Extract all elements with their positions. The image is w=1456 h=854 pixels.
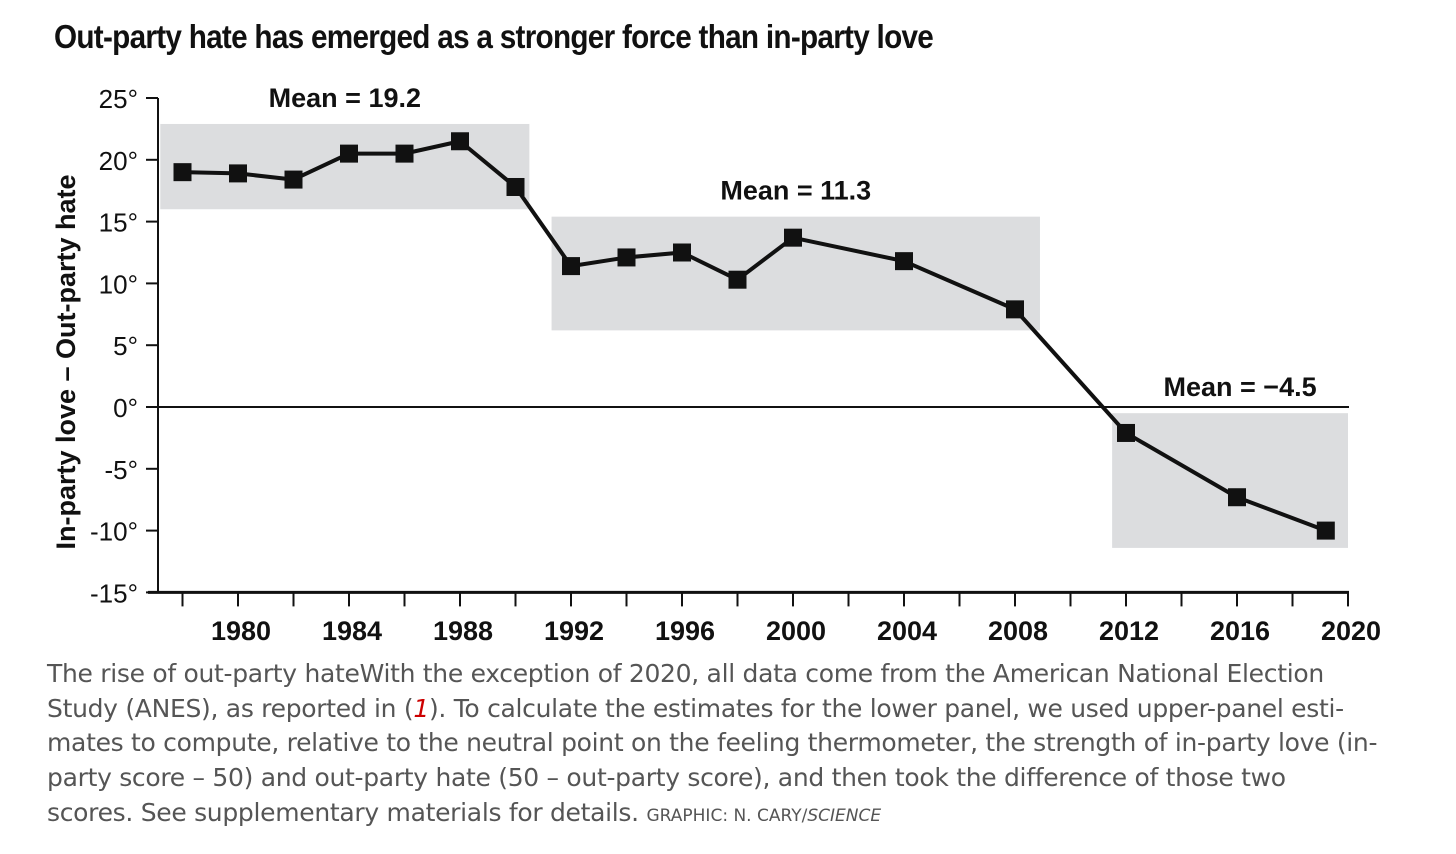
data-point <box>1316 521 1335 540</box>
y-axis-label: In-party love – Out-party hate <box>51 174 81 549</box>
y-tick-label: 25° <box>99 84 138 114</box>
chart-title: Out-party hate has emerged as a stronger… <box>54 18 934 55</box>
data-point <box>395 144 414 163</box>
mean-label: Mean = −4.5 <box>1164 372 1317 402</box>
data-point <box>173 163 192 182</box>
data-point <box>562 257 580 276</box>
data-point <box>617 248 636 267</box>
line-chart: Mean = 19.2 Mean = 11.3 Mean = −4.5 25° 20°… <box>51 83 1381 646</box>
data-point <box>895 252 913 271</box>
y-tick-label: 0° <box>113 393 138 423</box>
data-point <box>506 177 525 196</box>
period-shade <box>160 123 530 210</box>
credit-source: SCIENCE <box>807 805 882 826</box>
y-tick-label: -15° <box>90 578 138 608</box>
y-tick-label: 20° <box>99 146 138 176</box>
x-tick-label: 1984 <box>322 616 382 646</box>
y-tick-label: -10° <box>90 517 138 547</box>
y-tick-label: 5° <box>113 331 138 361</box>
mean-label: Mean = 19.2 <box>269 83 421 113</box>
x-tick-label: 2000 <box>766 616 826 646</box>
data-point <box>784 228 802 247</box>
figure-caption: The rise of out-party hateWith the excep… <box>47 657 1427 834</box>
graphic-credit: GRAPHIC: N. CARY/SCIENCE <box>646 806 881 826</box>
caption-line: party score – 50) and out-party hate (50… <box>47 763 1286 793</box>
caption-line: The rise of out-party hateWith the excep… <box>47 659 1324 688</box>
mean-label: Mean = 11.3 <box>720 176 871 206</box>
data-point <box>1006 300 1024 319</box>
x-tick-label: 1996 <box>655 616 715 646</box>
x-tick-label: 2020 <box>1321 616 1381 646</box>
data-point <box>1228 488 1246 507</box>
data-point <box>284 170 303 189</box>
x-tick-label: 1992 <box>544 616 604 646</box>
x-tick-label: 1980 <box>211 616 271 646</box>
caption-text: scores. See supplementary materials for … <box>47 797 639 827</box>
reference-link[interactable]: 1 <box>413 693 429 723</box>
caption-line: mates to compute, relative to the neutra… <box>47 728 1378 758</box>
x-tick-label: 2016 <box>1210 616 1270 646</box>
data-point <box>340 144 358 163</box>
x-tick-label: 1988 <box>433 616 493 646</box>
data-point <box>673 243 691 262</box>
x-tick-label: 2008 <box>988 616 1048 646</box>
data-point <box>728 270 747 289</box>
caption-line: Study (ANES), as reported in (1). To cal… <box>47 692 1427 727</box>
credit-text: GRAPHIC: N. CARY/ <box>646 805 808 826</box>
caption-text: ). To calculate the estimates for the lo… <box>428 693 1344 723</box>
data-point <box>1117 423 1135 442</box>
y-tick-label: -5° <box>104 455 138 485</box>
x-tick-label: 2004 <box>877 616 937 646</box>
y-tick-label: 10° <box>99 269 138 299</box>
data-point <box>451 132 469 151</box>
caption-line: scores. See supplementary materials for … <box>47 796 1427 834</box>
y-tick-label: 15° <box>99 208 138 238</box>
data-point <box>229 164 247 183</box>
caption-text: Study (ANES), as reported in ( <box>47 693 414 723</box>
x-tick-label: 2012 <box>1099 616 1159 646</box>
